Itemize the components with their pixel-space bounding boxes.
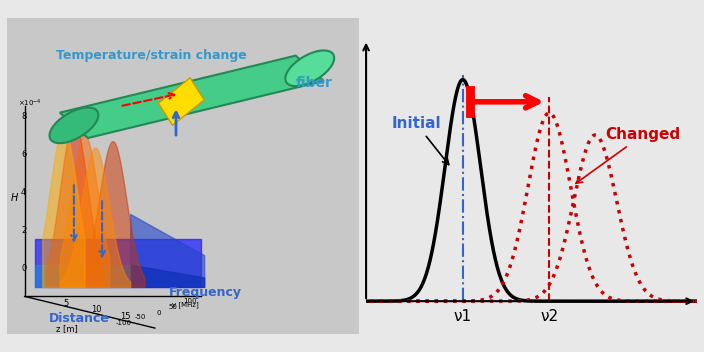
- Text: 10: 10: [92, 305, 102, 314]
- Text: ν1: ν1: [454, 309, 472, 324]
- Polygon shape: [60, 56, 324, 138]
- Text: 8: 8: [21, 112, 27, 121]
- Text: 4: 4: [21, 188, 26, 197]
- Text: ν2: ν2: [540, 309, 558, 324]
- Text: -100: -100: [115, 320, 131, 326]
- Text: 2: 2: [21, 226, 26, 235]
- Text: 100: 100: [183, 298, 197, 304]
- Text: 6: 6: [21, 150, 27, 159]
- Polygon shape: [158, 78, 204, 125]
- Text: Changed: Changed: [576, 127, 681, 183]
- Ellipse shape: [49, 107, 99, 143]
- Text: 50: 50: [168, 304, 177, 310]
- Text: Frequency: Frequency: [169, 287, 242, 300]
- Polygon shape: [35, 239, 201, 287]
- Text: H: H: [11, 193, 18, 203]
- Text: Temperature/strain change: Temperature/strain change: [56, 49, 247, 62]
- Text: $\times10^{-4}$: $\times10^{-4}$: [18, 98, 42, 109]
- Text: Initial: Initial: [391, 117, 448, 165]
- Text: z [m]: z [m]: [56, 324, 78, 333]
- Text: fiber: fiber: [296, 76, 332, 90]
- Text: -50: -50: [135, 314, 146, 320]
- Text: Distance: Distance: [49, 312, 110, 325]
- FancyBboxPatch shape: [7, 18, 359, 334]
- Text: 0: 0: [156, 310, 161, 316]
- Text: 0: 0: [21, 264, 26, 273]
- Ellipse shape: [285, 50, 334, 86]
- Text: 5: 5: [63, 299, 68, 308]
- Text: 15: 15: [120, 312, 130, 321]
- Text: v [MHz]: v [MHz]: [172, 301, 199, 308]
